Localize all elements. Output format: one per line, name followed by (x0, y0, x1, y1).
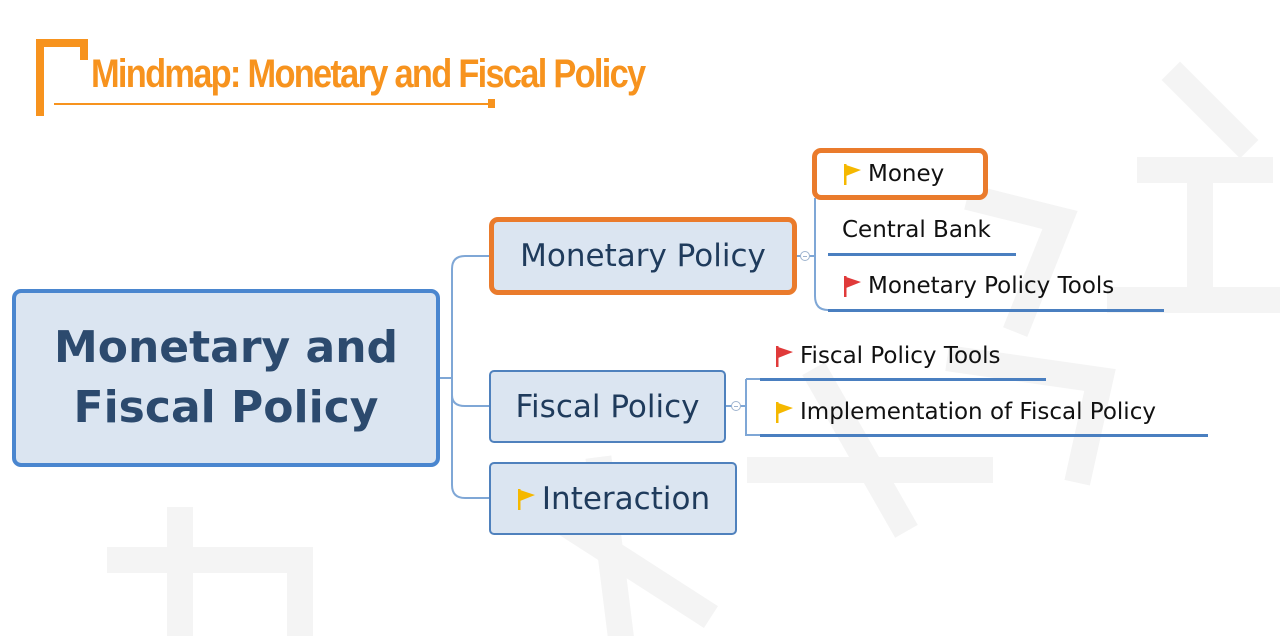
root-topic-line1: Monetary and (53, 322, 399, 373)
leaf-money-label: Money (868, 161, 945, 187)
leaf-implementation-of-fiscal-policy[interactable]: Implementation of Fiscal Policy (774, 396, 1156, 428)
fiscal-collapse-toggle[interactable] (731, 401, 741, 411)
money-highlight-box (812, 148, 988, 200)
root-topic[interactable]: Monetary and Fiscal Policy (12, 289, 440, 467)
leaf-fiscal-policy-tools[interactable]: Fiscal Policy Tools (774, 340, 1001, 372)
leaf-underline (828, 253, 1016, 256)
leaf-central-bank-label: Central Bank (842, 217, 991, 243)
leaf-underline (760, 378, 1046, 381)
leaf-fiscal-policy-tools-label: Fiscal Policy Tools (800, 343, 1001, 369)
root-topic-line2: Fiscal Policy (73, 382, 379, 433)
branch-monetary-policy-label: Monetary Policy (520, 238, 766, 274)
red-flag-icon (776, 346, 793, 367)
page-title: Mindmap: Monetary and Fiscal Policy (91, 52, 646, 96)
leaf-implementation-of-fiscal-policy-label: Implementation of Fiscal Policy (800, 399, 1156, 425)
leaf-underline (828, 309, 1164, 312)
branch-interaction-label: Interaction (541, 480, 711, 517)
yellow-flag-icon (517, 488, 535, 510)
leaf-underline (760, 434, 1208, 437)
leaf-money[interactable]: Money (842, 158, 944, 190)
leaf-central-bank[interactable]: Central Bank (842, 214, 991, 246)
title-bracket-icon (36, 39, 495, 116)
yellow-flag-icon (844, 164, 861, 185)
yellow-flag-icon (776, 402, 793, 423)
branch-interaction[interactable]: Interaction (489, 462, 737, 535)
red-flag-icon (844, 276, 861, 297)
leaf-monetary-policy-tools-label: Monetary Policy Tools (868, 273, 1115, 299)
monetary-collapse-toggle[interactable] (800, 251, 810, 261)
branch-fiscal-policy-label: Fiscal Policy (515, 388, 700, 425)
branch-monetary-policy[interactable]: Monetary Policy (489, 217, 797, 295)
branch-fiscal-policy[interactable]: Fiscal Policy (489, 370, 726, 443)
leaf-monetary-policy-tools[interactable]: Monetary Policy Tools (842, 270, 1114, 302)
